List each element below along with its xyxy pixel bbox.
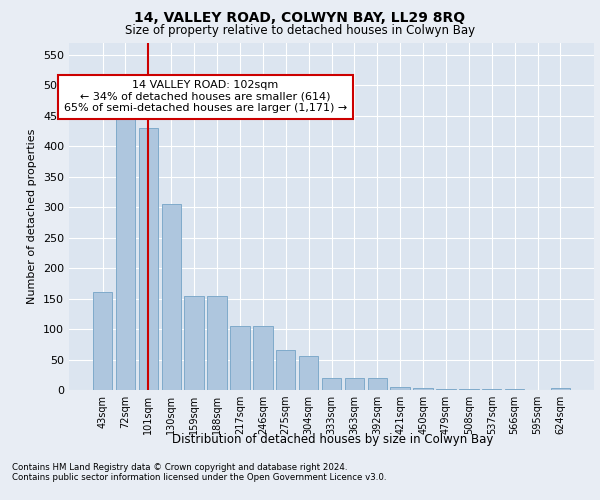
Bar	[93, 292, 112, 390]
Text: Size of property relative to detached houses in Colwyn Bay: Size of property relative to detached ho…	[125, 24, 475, 37]
Bar	[368, 378, 387, 390]
Bar	[139, 128, 158, 390]
Bar	[116, 118, 135, 390]
Bar	[391, 387, 410, 390]
Bar	[413, 388, 433, 390]
Text: 14, VALLEY ROAD, COLWYN BAY, LL29 8RQ: 14, VALLEY ROAD, COLWYN BAY, LL29 8RQ	[134, 11, 466, 25]
Text: Distribution of detached houses by size in Colwyn Bay: Distribution of detached houses by size …	[172, 432, 494, 446]
Bar	[230, 326, 250, 390]
Bar	[551, 388, 570, 390]
Text: 14 VALLEY ROAD: 102sqm
← 34% of detached houses are smaller (614)
65% of semi-de: 14 VALLEY ROAD: 102sqm ← 34% of detached…	[64, 80, 347, 114]
Text: Contains public sector information licensed under the Open Government Licence v3: Contains public sector information licen…	[12, 472, 386, 482]
Bar	[184, 296, 204, 390]
Bar	[299, 356, 319, 390]
Bar	[276, 350, 295, 390]
Bar	[161, 204, 181, 390]
Bar	[322, 378, 341, 390]
Bar	[253, 326, 272, 390]
Bar	[344, 378, 364, 390]
Text: Contains HM Land Registry data © Crown copyright and database right 2024.: Contains HM Land Registry data © Crown c…	[12, 462, 347, 471]
Y-axis label: Number of detached properties: Number of detached properties	[28, 128, 37, 304]
Bar	[208, 296, 227, 390]
